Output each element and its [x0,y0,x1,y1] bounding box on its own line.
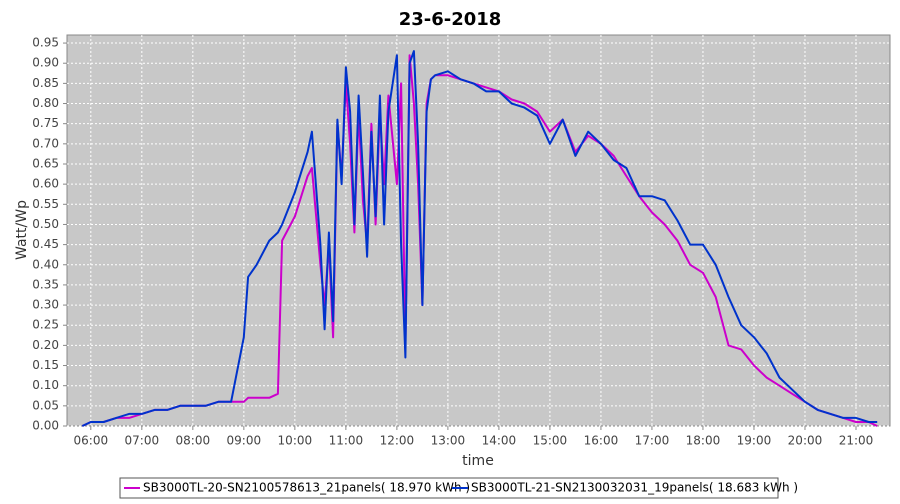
y-tick-label: 0.15 [32,358,59,372]
series-line [81,50,878,427]
y-tick-label: 0.90 [32,56,59,70]
y-tick-label: 0.80 [32,96,59,110]
x-axis-title: time [462,453,494,469]
y-tick-label: 0.55 [32,197,59,211]
y-tick-label: 0.65 [32,156,59,170]
x-tick-label: 13:00 [431,434,466,448]
y-tick-label: 0.70 [32,136,59,150]
x-tick-label: 16:00 [584,434,619,448]
y-tick-label: 0.05 [32,398,59,412]
legend-label: SB3000TL-21-SN2130032031_19panels( 18.68… [471,481,798,495]
x-tick-label: 11:00 [329,434,364,448]
x-tick-label: 19:00 [737,434,772,448]
y-tick-label: 0.00 [32,419,59,433]
y-tick-label: 0.75 [32,116,59,130]
y-tick-label: 0.20 [32,338,59,352]
x-tick-label: 15:00 [533,434,568,448]
x-tick-label: 06:00 [74,434,109,448]
y-axis-title: Watt/Wp [14,200,30,260]
x-tick-label: 21:00 [839,434,874,448]
x-tick-label: 07:00 [125,434,160,448]
x-tick-label: 20:00 [788,434,823,448]
y-tick-label: 0.45 [32,237,59,251]
y-tick-label: 0.35 [32,277,59,291]
y-tick-label: 0.50 [32,217,59,231]
y-tick-label: 0.40 [32,257,59,271]
x-tick-label: 18:00 [686,434,721,448]
x-tick-label: 17:00 [635,434,670,448]
x-tick-label: 08:00 [176,434,211,448]
x-tick-label: 12:00 [380,434,415,448]
y-tick-label: 0.10 [32,378,59,392]
y-tick-label: 0.30 [32,298,59,312]
y-tick-label: 0.25 [32,318,59,332]
legend-label: SB3000TL-20-SN2100578613_21panels( 18.97… [143,481,470,495]
y-tick-label: 0.95 [32,36,59,50]
y-tick-label: 0.60 [32,177,59,191]
x-tick-label: 09:00 [227,434,262,448]
plot-area [66,34,891,427]
legend-box [119,477,779,499]
chart-title: 23-6-2018 [399,9,502,30]
x-tick-label: 10:00 [278,434,313,448]
y-tick-label: 0.85 [32,76,59,90]
x-tick-label: 14:00 [482,434,517,448]
